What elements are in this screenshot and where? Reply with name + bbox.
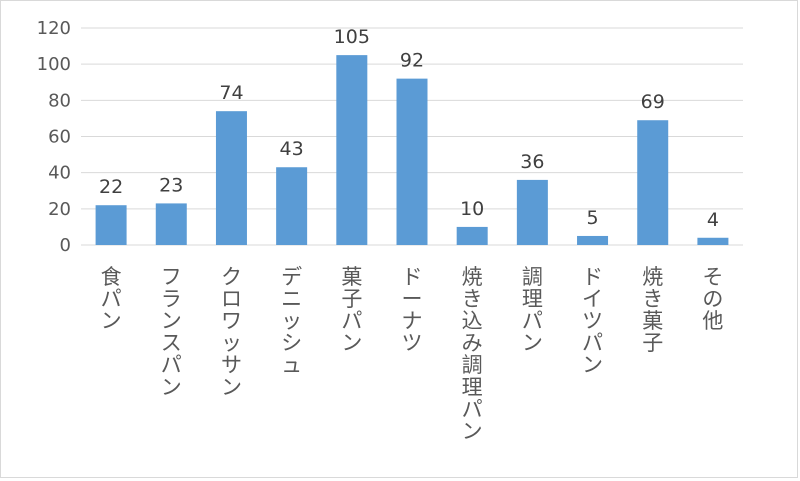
bar [276,167,308,245]
y-axis-ticks: 0 20 40 60 80 100 120 [37,18,71,256]
category-label: 焼き込み調理パン [462,265,483,443]
data-label: 69 [641,91,665,113]
bar [396,78,428,245]
bar [95,205,127,245]
y-tick-label: 20 [48,199,71,220]
data-label: 43 [280,138,304,160]
category-label: 調理パン [522,265,543,355]
data-label: 10 [460,198,484,220]
y-tick-label: 80 [48,90,71,111]
bar [215,111,247,245]
category-label: ドイツパン [582,265,603,377]
y-tick-label: 120 [37,18,71,39]
y-tick-label: 40 [48,163,71,184]
category-label: フランスパン [161,265,182,399]
data-label: 5 [586,207,598,229]
category-label: 菓子パン [341,265,362,355]
y-tick-label: 60 [48,127,71,148]
category-label: ドーナツ [402,265,423,355]
category-label: 焼き菓子 [642,265,663,355]
bar [637,120,669,245]
data-label: 4 [707,209,719,231]
category-labels: 食パン フランスパン クロワッサン デニッシュ 菓子パン ドーナツ 焼き込み調理パン 調理パン… [101,265,724,443]
y-tick-label: 0 [60,235,71,256]
category-label: クロワッサン [221,265,242,399]
data-label: 22 [99,176,123,198]
category-label: 食パン [101,265,122,333]
data-label: 36 [520,151,544,173]
bar [155,203,187,245]
data-label: 105 [334,26,370,48]
bar [516,179,548,245]
category-label: デニッシュ [281,265,302,377]
data-label: 74 [219,82,243,104]
bar [336,55,368,245]
y-tick-label: 100 [37,54,71,75]
data-labels: 22 23 74 43 105 92 10 36 5 69 4 [99,26,719,231]
bars [95,55,729,245]
category-label: その他 [702,265,723,333]
bar [577,235,609,245]
data-label: 23 [159,174,183,196]
data-label: 92 [400,50,424,72]
bar [456,226,488,245]
bar [697,237,729,245]
